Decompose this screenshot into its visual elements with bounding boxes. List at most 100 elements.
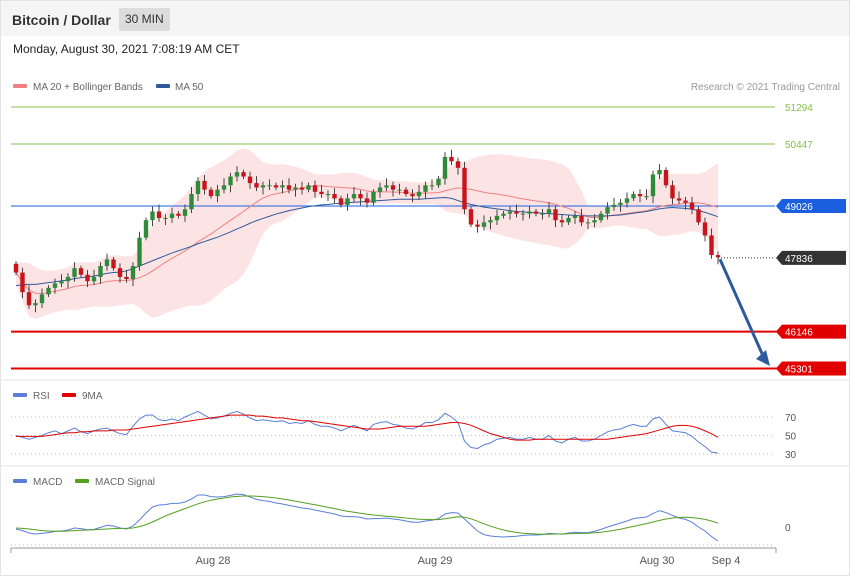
candle-body xyxy=(559,220,565,223)
candle-body xyxy=(293,187,298,190)
candle-body xyxy=(436,178,441,186)
candle-body xyxy=(598,213,604,221)
chart-header: Bitcoin / Dollar 30 MIN xyxy=(1,1,849,36)
rsi-line xyxy=(15,410,719,454)
bollinger-bands xyxy=(16,148,718,320)
price-legend: MA 20 + Bollinger Bands MA 50 xyxy=(13,82,204,93)
candle-body xyxy=(618,202,623,205)
candles xyxy=(13,149,721,313)
rsi-tick-label: 30 xyxy=(785,450,797,461)
chart-datetime: Monday, August 30, 2021 7:08:19 AM CET xyxy=(13,42,240,56)
candle-body xyxy=(449,156,454,162)
candle-body xyxy=(358,194,363,199)
candle-body xyxy=(111,259,116,269)
time-axis-label: Aug 30 xyxy=(640,555,675,567)
candle-body xyxy=(377,187,383,192)
candle-body xyxy=(91,276,97,282)
candle-body xyxy=(254,183,259,188)
candle-body xyxy=(566,218,571,223)
time-axis-label: Aug 28 xyxy=(196,555,231,567)
legend-rsi-label: RSI xyxy=(33,391,50,402)
candle-body xyxy=(644,196,649,198)
candle-body xyxy=(468,209,474,225)
candle-body xyxy=(150,211,155,221)
candle-body xyxy=(527,211,532,214)
forecast-arrow-shaft xyxy=(718,258,766,359)
candle-body xyxy=(98,266,103,277)
candle-body xyxy=(78,268,84,275)
candle-body xyxy=(280,185,285,188)
candle-body xyxy=(494,215,500,221)
legend-macd-signal-label: MACD Signal xyxy=(95,477,155,488)
price-level-text: 50447 xyxy=(785,140,813,151)
candle-body xyxy=(501,213,506,216)
candle-body xyxy=(520,213,526,215)
candle-body xyxy=(592,220,597,223)
candle-body xyxy=(579,215,584,223)
candle-body xyxy=(442,156,448,179)
candle-body xyxy=(429,185,435,187)
legend-swatch-macd-signal xyxy=(75,479,89,483)
candle-body xyxy=(85,274,90,282)
candle-body xyxy=(202,180,207,190)
candle-body xyxy=(65,276,71,282)
candle-body xyxy=(260,185,266,188)
candle-body xyxy=(351,194,357,199)
price-level-label: 49026 xyxy=(776,198,846,213)
candle-body xyxy=(117,268,123,277)
candle-body xyxy=(39,294,45,304)
price-level-label: 45301 xyxy=(776,361,846,376)
price-level-text: 47836 xyxy=(785,254,813,265)
timeframe-button[interactable]: 30 MIN xyxy=(119,8,170,31)
rsi-ma-line xyxy=(16,414,719,441)
candle-body xyxy=(33,303,38,306)
candle-body xyxy=(319,191,324,195)
macd-tick-label: 0 xyxy=(785,523,791,534)
candle-body xyxy=(26,292,32,306)
candle-body xyxy=(540,213,545,215)
candle-body xyxy=(299,187,305,190)
candle-body xyxy=(72,268,77,277)
candle-body xyxy=(715,255,721,258)
candle-body xyxy=(507,211,513,214)
candle-body xyxy=(286,185,292,190)
candle-body xyxy=(163,218,168,220)
candle-body xyxy=(475,224,480,227)
candle-body xyxy=(364,198,370,203)
candle-body xyxy=(104,259,110,267)
candle-body xyxy=(410,194,415,197)
candle-body xyxy=(345,198,350,205)
candle-body xyxy=(709,235,714,256)
price-level-tag xyxy=(776,198,846,213)
instrument-title: Bitcoin / Dollar xyxy=(12,12,111,28)
candle-body xyxy=(624,198,630,203)
candle-body xyxy=(221,185,227,190)
candle-body xyxy=(143,220,149,238)
candle-body xyxy=(416,191,422,197)
candle-body xyxy=(189,194,194,210)
candle-body xyxy=(670,185,675,199)
candle-body xyxy=(533,211,539,214)
legend-swatch-macd xyxy=(13,479,27,483)
legend-ma20-label: MA 20 + Bollinger Bands xyxy=(33,82,143,93)
candle-body xyxy=(52,283,58,288)
price-level-text: 46146 xyxy=(785,328,813,339)
candle-body xyxy=(241,172,246,177)
candle-body xyxy=(676,198,682,201)
price-level-label: 47836 xyxy=(776,250,846,265)
candle-body xyxy=(488,220,493,223)
price-level-text: 45301 xyxy=(785,365,813,376)
bollinger-band-area xyxy=(16,148,718,320)
candle-body xyxy=(156,211,162,219)
time-axis-label: Aug 29 xyxy=(418,555,453,567)
legend-swatch-rsi xyxy=(13,393,27,397)
candle-body xyxy=(234,172,240,177)
rsi-legend: RSI 9MA xyxy=(13,391,103,402)
candle-body xyxy=(59,281,64,284)
candle-body xyxy=(403,189,409,195)
time-axis-label: Sep 4 xyxy=(712,555,741,567)
candle-body xyxy=(306,185,311,190)
candle-body xyxy=(696,209,701,223)
candle-body xyxy=(124,276,129,280)
candle-body xyxy=(267,185,272,187)
